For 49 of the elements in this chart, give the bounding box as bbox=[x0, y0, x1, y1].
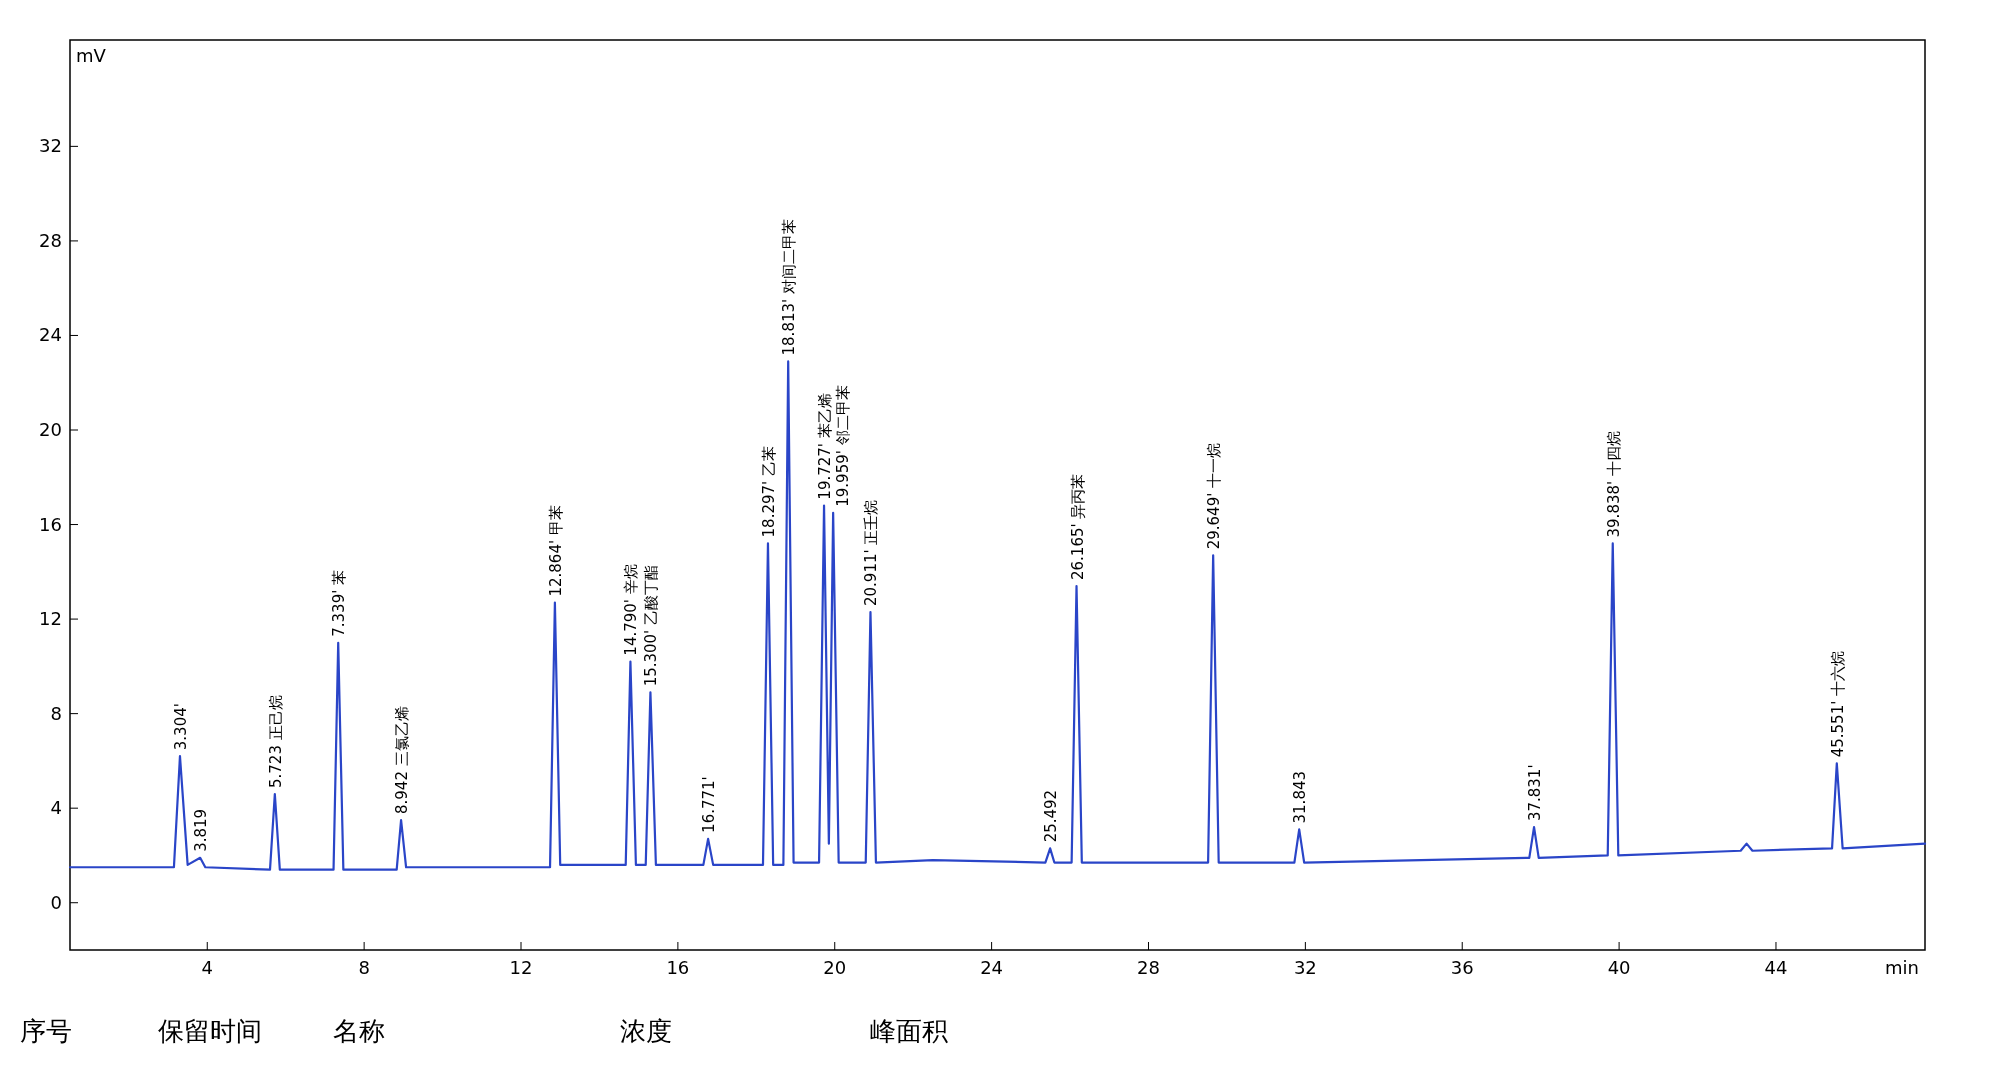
x-tick-label: 12 bbox=[509, 957, 533, 978]
annotation: 29.649' 十一烷 bbox=[1205, 442, 1224, 550]
y-tick-label: 24 bbox=[39, 324, 62, 346]
x-tick-label: 20 bbox=[823, 957, 847, 978]
annotation: 45.551' 十六烷 bbox=[1828, 650, 1847, 758]
annotation: 12.864' 甲苯 bbox=[546, 505, 565, 597]
annotation: 5.723 正己烷 bbox=[266, 695, 285, 788]
annotation: 19.959' 邻二甲苯 bbox=[834, 385, 853, 507]
y-tick-label: 0 bbox=[50, 891, 62, 913]
annotation: 8.942 三氯乙烯 bbox=[393, 706, 412, 814]
y-tick-label: 16 bbox=[39, 513, 62, 535]
x-axis-title: min bbox=[1885, 957, 1919, 978]
y-tick-label: 8 bbox=[50, 702, 62, 724]
y-tick-label: 32 bbox=[39, 135, 62, 157]
x-tick-label: 36 bbox=[1450, 957, 1474, 978]
text: 序号 bbox=[20, 1016, 72, 1046]
x-tick-label: 24 bbox=[980, 957, 1004, 978]
annotation: 15.300' 乙酸丁酯 bbox=[642, 564, 661, 687]
x-tick-label: 40 bbox=[1607, 957, 1631, 978]
y-tick-label: 28 bbox=[39, 229, 62, 251]
y-tick-label: 12 bbox=[39, 608, 62, 630]
text: 名称 bbox=[332, 1016, 385, 1046]
annotation: 3.819 bbox=[192, 808, 211, 852]
annotation: 7.339' 苯 bbox=[330, 569, 349, 637]
annotation: 14.790' 辛烷 bbox=[622, 564, 641, 656]
annotation: 31.843 bbox=[1291, 770, 1310, 824]
annotation: 3.304' bbox=[171, 703, 190, 751]
line-series bbox=[68, 360, 1927, 871]
text: 保留时间 bbox=[157, 1016, 262, 1046]
x-tick-label: 28 bbox=[1137, 957, 1160, 978]
x-tick-label: 4 bbox=[201, 957, 213, 978]
x-tick-label: 16 bbox=[666, 957, 690, 978]
annotation: 18.813' 对间二甲苯 bbox=[780, 219, 799, 356]
x-tick-label: 8 bbox=[358, 957, 370, 978]
y-tick-label: 20 bbox=[39, 419, 62, 440]
annotation: 16.771' bbox=[700, 776, 719, 833]
annotation: 26.165' 异丙苯 bbox=[1068, 473, 1087, 580]
annotation: 19.727' 苯乙烯 bbox=[816, 393, 835, 500]
annotation: 39.838' 十四烷 bbox=[1604, 431, 1623, 538]
x-tick-label: 44 bbox=[1764, 957, 1788, 978]
annotation: 18.297' 乙苯 bbox=[759, 446, 778, 538]
annotation: 20.911' 正壬烷 bbox=[862, 499, 881, 606]
y-tick-label: 4 bbox=[50, 797, 62, 819]
y-axis-title: mV bbox=[76, 45, 107, 66]
annotation: 37.831' bbox=[1526, 764, 1545, 822]
text: 峰面积 bbox=[870, 1016, 948, 1046]
annotation: 25.492 bbox=[1042, 789, 1061, 843]
text: 浓度 bbox=[620, 1016, 672, 1046]
x-tick-label: 32 bbox=[1293, 957, 1317, 978]
